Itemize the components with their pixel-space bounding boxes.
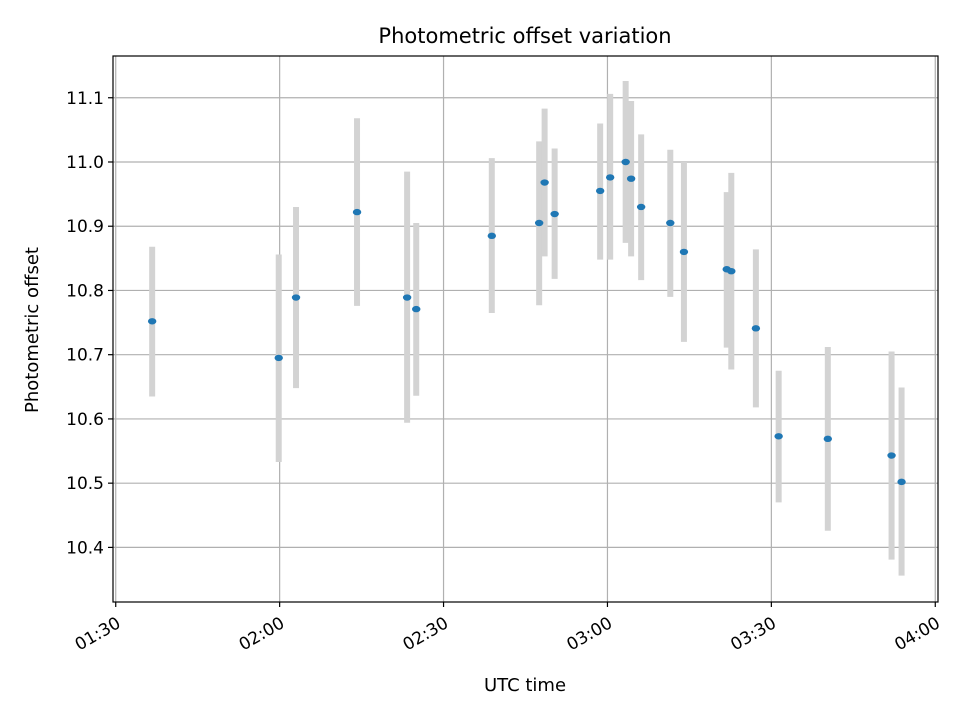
data-point xyxy=(774,433,783,440)
y-tick-label: 10.8 xyxy=(66,281,104,301)
data-point xyxy=(291,294,301,301)
data-point xyxy=(727,267,736,275)
y-tick-label: 10.9 xyxy=(66,217,104,237)
y-tick-label: 11.0 xyxy=(66,153,104,173)
data-point xyxy=(626,175,636,182)
grid-layer xyxy=(113,56,938,602)
y-tick-label: 10.4 xyxy=(66,538,104,558)
data-point xyxy=(666,219,675,227)
y-tick-label: 10.5 xyxy=(66,474,104,494)
x-axis-label: UTC time xyxy=(484,675,566,696)
data-point xyxy=(636,203,646,211)
chart-title: Photometric offset variation xyxy=(378,24,671,48)
data-point xyxy=(402,294,412,301)
y-tick-label: 10.7 xyxy=(66,346,104,366)
data-point xyxy=(534,219,544,227)
data-point xyxy=(412,305,421,313)
data-point xyxy=(147,318,157,325)
y-tick-label: 11.1 xyxy=(66,89,104,109)
data-point xyxy=(352,208,362,216)
data-point xyxy=(887,452,896,459)
data-point xyxy=(897,478,906,486)
y-tick-label: 10.6 xyxy=(66,410,104,430)
data-point xyxy=(274,354,283,362)
data-point xyxy=(605,174,615,181)
data-point xyxy=(823,435,833,443)
data-point xyxy=(550,210,559,218)
data-point xyxy=(487,232,497,240)
data-point xyxy=(621,158,630,166)
data-point xyxy=(595,187,605,195)
y-axis-label: Photometric offset xyxy=(22,247,43,413)
data-point xyxy=(679,248,689,256)
data-point xyxy=(751,325,761,332)
point-layer xyxy=(147,158,906,486)
y-axis-ticks: 10.4 10.5 10.6 10.7 10.8 10.9 11.0 11.1 xyxy=(66,89,113,558)
plot-frame xyxy=(112,55,939,603)
data-point xyxy=(540,179,549,186)
